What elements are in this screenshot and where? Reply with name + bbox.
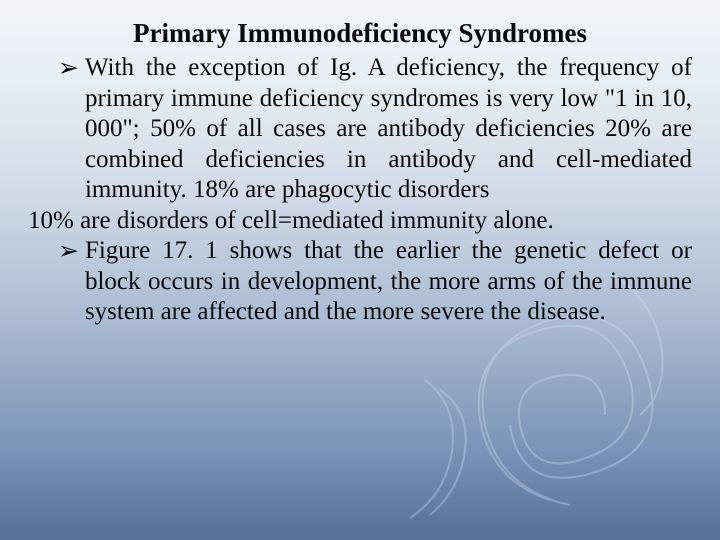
bullet-glyph: ➢ — [58, 236, 85, 328]
slide-content: Primary Immunodeficiency Syndromes ➢ Wit… — [0, 0, 720, 328]
bullet-text: Figure 17. 1 shows that the earlier the … — [85, 236, 692, 328]
plain-line: 10% are disorders of cell=mediated immun… — [28, 206, 692, 237]
bullet-text: With the exception of Ig. A deficiency, … — [85, 53, 692, 206]
bullet-item: ➢ Figure 17. 1 shows that the earlier th… — [28, 236, 692, 328]
bullet-item: ➢ With the exception of Ig. A deficiency… — [28, 53, 692, 206]
bullet-glyph: ➢ — [58, 53, 85, 206]
slide-title: Primary Immunodeficiency Syndromes — [68, 18, 652, 49]
